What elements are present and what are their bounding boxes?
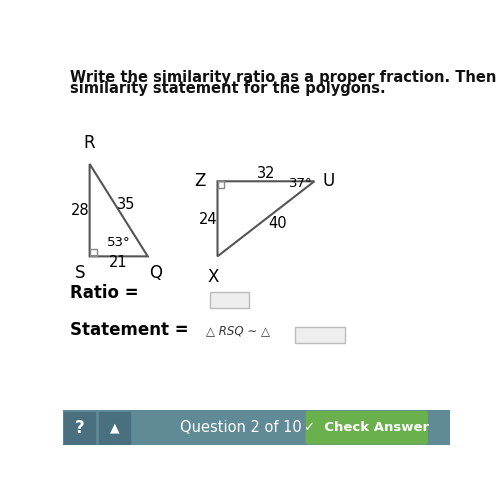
Text: Z: Z: [194, 172, 206, 190]
Text: X: X: [208, 268, 220, 286]
Text: 37°: 37°: [289, 178, 313, 190]
Text: similarity statement for the polygons.: similarity statement for the polygons.: [70, 81, 386, 96]
Text: S: S: [74, 264, 85, 282]
Text: 24: 24: [198, 212, 217, 226]
FancyBboxPatch shape: [100, 412, 130, 444]
Text: 35: 35: [117, 197, 136, 212]
Text: ✓  Check Answer: ✓ Check Answer: [304, 421, 429, 434]
Text: Q: Q: [149, 264, 162, 282]
Text: Question 2 of 10: Question 2 of 10: [180, 420, 302, 435]
Text: R: R: [84, 134, 96, 152]
Text: U: U: [322, 172, 334, 190]
FancyBboxPatch shape: [62, 410, 450, 445]
Text: Write the similarity ratio as a proper fraction. Then enter a: Write the similarity ratio as a proper f…: [70, 70, 500, 84]
Text: ▲: ▲: [110, 421, 120, 434]
FancyBboxPatch shape: [306, 410, 428, 444]
FancyBboxPatch shape: [295, 327, 346, 343]
Text: 53°: 53°: [107, 236, 130, 250]
Text: △ RSQ ∼ △: △ RSQ ∼ △: [206, 324, 270, 337]
Text: Statement =: Statement =: [70, 322, 189, 340]
Text: 28: 28: [70, 202, 89, 218]
Text: Ratio =: Ratio =: [70, 284, 139, 302]
FancyBboxPatch shape: [210, 292, 248, 308]
Text: 32: 32: [256, 166, 275, 181]
FancyBboxPatch shape: [64, 412, 96, 444]
Text: ?: ?: [75, 418, 85, 436]
Text: 21: 21: [110, 254, 128, 270]
Text: 40: 40: [268, 216, 287, 231]
